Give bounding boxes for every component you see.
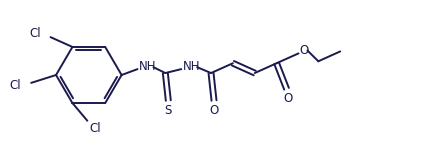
Text: O: O — [283, 92, 292, 105]
Text: S: S — [165, 104, 172, 117]
Text: NH: NH — [139, 60, 156, 73]
Text: O: O — [210, 104, 219, 117]
Text: O: O — [300, 44, 309, 57]
Text: Cl: Cl — [89, 122, 101, 135]
Text: Cl: Cl — [10, 79, 21, 92]
Text: Cl: Cl — [29, 27, 41, 40]
Text: NH: NH — [182, 60, 200, 73]
